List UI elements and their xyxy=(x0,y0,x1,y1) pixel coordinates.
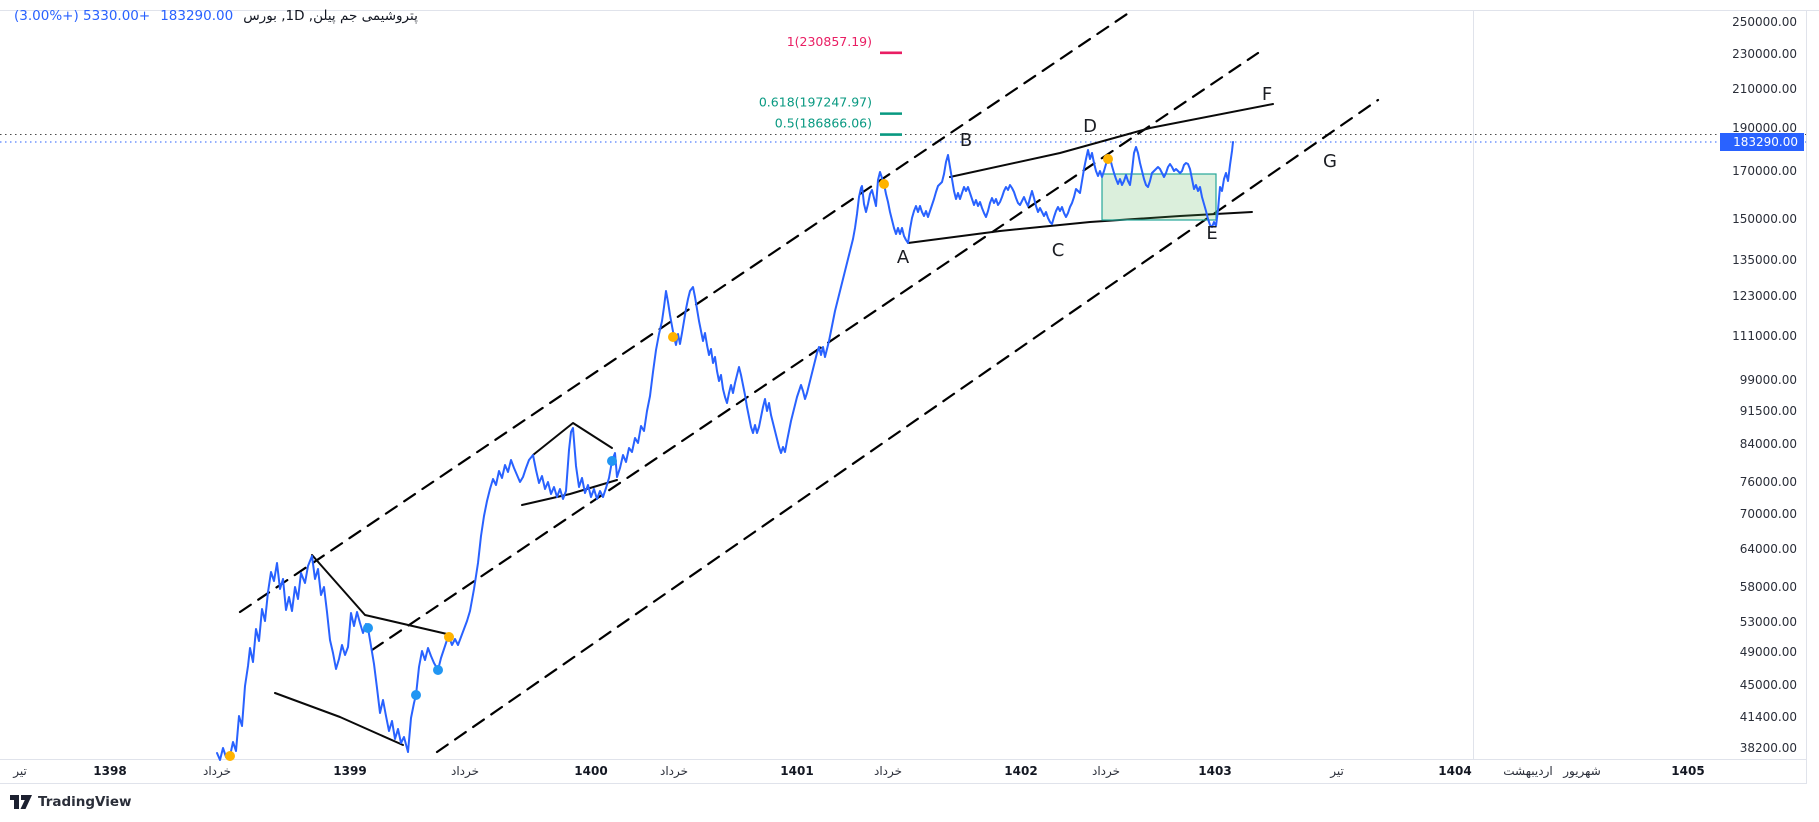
price-scale-label: 49000.00 xyxy=(1739,645,1797,660)
orange-marker-dot-1[interactable] xyxy=(444,632,454,642)
fib-level-label-0.618: 0.618(197247.97) xyxy=(759,95,872,110)
channel-dashed-trendline-1[interactable] xyxy=(370,51,1260,652)
current-price-badge: 183290.00 xyxy=(1720,132,1804,151)
blue-marker-dot-8[interactable] xyxy=(607,456,617,466)
solid-trendline-2[interactable] xyxy=(532,422,613,456)
price-scale-label: 64000.00 xyxy=(1739,541,1797,556)
time-scale-label: خرداد xyxy=(450,764,480,778)
price-scale-label: 123000.00 xyxy=(1732,289,1797,304)
solid-trendline-0[interactable] xyxy=(311,554,448,635)
price-scale-label: 58000.00 xyxy=(1739,579,1797,594)
time-scale-label: 1405 xyxy=(1671,764,1705,778)
price-scale-label: 53000.00 xyxy=(1739,614,1797,629)
time-scale-label: 1398 xyxy=(93,764,127,778)
solid-trendline-1[interactable] xyxy=(274,692,404,746)
time-scale-label: 1401 xyxy=(780,764,814,778)
time-scale-label: شهریور xyxy=(1563,764,1601,778)
price-scale-label: 150000.00 xyxy=(1732,212,1797,227)
orange-marker-dot-3[interactable] xyxy=(879,179,889,189)
price-line-series xyxy=(216,141,1234,761)
time-scale-label: تیر xyxy=(13,764,27,778)
symbol-title: پتروشیمی جم پیلن, 1D, بورس xyxy=(243,8,418,24)
time-scale-label: خرداد xyxy=(202,764,232,778)
tradingview-logo-icon xyxy=(10,794,32,809)
price-scale-label: 111000.00 xyxy=(1732,328,1797,343)
wave-letter-A[interactable]: A xyxy=(897,247,910,268)
wave-letter-B[interactable]: B xyxy=(960,130,972,151)
price-scale-label: 135000.00 xyxy=(1732,253,1797,268)
price-scale-label: 230000.00 xyxy=(1732,47,1797,62)
price-scale-label: 91500.00 xyxy=(1739,403,1797,418)
price-scale-label: 250000.00 xyxy=(1732,15,1797,29)
time-scale-label: تیر xyxy=(1330,764,1344,778)
time-scale-label: خرداد xyxy=(1091,764,1121,778)
time-scale-label: اردیبهشت xyxy=(1503,764,1553,778)
last-price: 183290.00 xyxy=(160,8,234,24)
wave-letter-D[interactable]: D xyxy=(1083,116,1097,137)
time-scale-label: 1399 xyxy=(333,764,367,778)
solid-trendline-4[interactable] xyxy=(949,103,1274,178)
wave-letter-F[interactable]: F xyxy=(1262,84,1272,105)
price-scale[interactable]: 250000.00 230000.00 210000.00 190000.00 1700… xyxy=(1707,0,1797,783)
wave-letter-G[interactable]: G xyxy=(1323,151,1337,172)
price-scale-label: 190000.00 xyxy=(1732,121,1797,136)
price-scale-label: 76000.00 xyxy=(1739,475,1797,490)
price-scale-label: 45000.00 xyxy=(1739,677,1797,692)
time-scale-label: خرداد xyxy=(659,764,689,778)
fib-level-label-0.5: 0.5(186866.06) xyxy=(775,116,872,131)
tradingview-watermark[interactable]: TradingView xyxy=(10,794,132,810)
channel-dashed-trendline-2[interactable] xyxy=(435,98,1380,754)
solid-trendline-5[interactable] xyxy=(907,211,1253,244)
symbol-header: پتروشیمی جم پیلن, 1D, بورس 183290.00 +53… xyxy=(14,8,418,24)
tradingview-logo-text: TradingView xyxy=(38,794,132,810)
orange-marker-dot-0[interactable] xyxy=(225,751,235,761)
price-scale-label: 41400.00 xyxy=(1739,710,1797,725)
fib-level-label-1: 1(230857.19) xyxy=(787,34,872,49)
time-scale-label: 1404 xyxy=(1438,764,1472,778)
time-scale-label: 1402 xyxy=(1004,764,1038,778)
time-scale-label: خرداد xyxy=(873,764,903,778)
wave-letter-C[interactable]: C xyxy=(1052,240,1065,261)
blue-marker-dot-5[interactable] xyxy=(363,623,373,633)
price-change: +5330.00 (+3.00%) xyxy=(14,8,151,24)
price-scale-label: 210000.00 xyxy=(1732,82,1797,97)
price-scale-label: 84000.00 xyxy=(1739,436,1797,451)
time-scale[interactable]: تیر 1398 خرداد 1399 خرداد 1400 خرداد 1401 خرداد 1… xyxy=(0,760,1819,783)
price-scale-label: 170000.00 xyxy=(1732,164,1797,179)
orange-marker-dot-4[interactable] xyxy=(1103,154,1113,164)
price-scale-label: 70000.00 xyxy=(1739,507,1797,522)
solid-trendline-3[interactable] xyxy=(521,479,618,506)
price-scale-label: 38200.00 xyxy=(1739,741,1797,756)
blue-marker-dot-7[interactable] xyxy=(433,665,443,675)
wave-letter-E[interactable]: E xyxy=(1206,223,1217,244)
blue-marker-dot-6[interactable] xyxy=(411,690,421,700)
orange-marker-dot-2[interactable] xyxy=(668,332,678,342)
time-scale-label: 1403 xyxy=(1198,764,1232,778)
time-scale-label: 1400 xyxy=(574,764,608,778)
price-scale-label: 99000.00 xyxy=(1739,373,1797,388)
